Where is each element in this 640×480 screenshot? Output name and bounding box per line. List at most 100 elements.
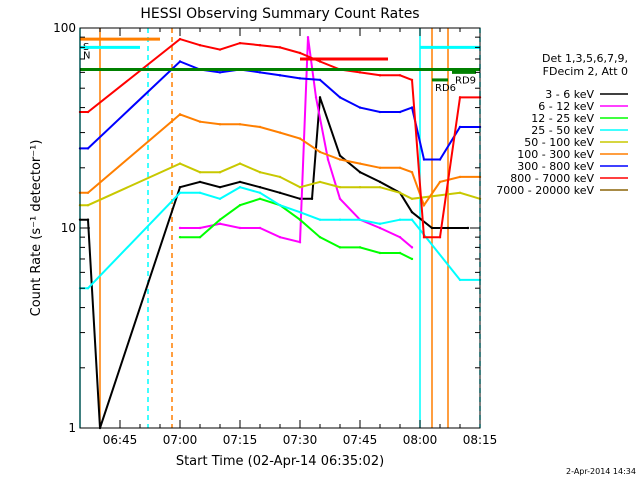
data-point	[318, 180, 322, 184]
x-tick-label: 08:15	[463, 433, 498, 447]
legend-label: 3 - 6 keV	[545, 88, 594, 101]
x-tick-label: 08:00	[403, 433, 438, 447]
data-point	[310, 197, 314, 200]
data-point	[410, 218, 414, 221]
data-point	[318, 96, 322, 99]
data-point	[86, 147, 90, 150]
x-axis-label: Start Time (02-Apr-14 06:35:02)	[176, 454, 384, 469]
data-point	[338, 246, 342, 249]
data-point	[458, 125, 462, 129]
data-point	[198, 44, 202, 47]
data-point	[178, 113, 182, 116]
data-point	[218, 197, 222, 200]
data-point	[178, 191, 182, 194]
axes: 06:45 07:00 07:15 07:30 07:45 08:00 08:15 1 10 10…	[53, 21, 497, 447]
data-point	[458, 175, 462, 179]
data-point	[218, 123, 222, 126]
x-tick-label: 07:45	[343, 433, 378, 447]
data-point	[298, 77, 302, 80]
data-point	[278, 235, 282, 239]
data-point	[378, 222, 382, 225]
data-point	[178, 162, 182, 165]
data-point	[398, 110, 402, 114]
data-point	[238, 162, 242, 165]
legend-label: 25 - 50 keV	[531, 124, 594, 137]
data-point	[258, 185, 262, 189]
data-point	[238, 180, 242, 184]
data-point	[338, 154, 342, 157]
data-point	[410, 106, 414, 109]
data-point	[410, 257, 414, 261]
data-point	[198, 180, 202, 184]
data-point	[410, 197, 414, 200]
data-point	[318, 150, 322, 154]
data-point	[238, 185, 242, 189]
legend-label: 50 - 100 keV	[524, 136, 594, 149]
data-point	[298, 218, 302, 221]
data-point	[438, 235, 442, 239]
data-point	[318, 218, 322, 221]
data-point	[318, 60, 322, 63]
data-point	[422, 235, 426, 239]
data-point	[298, 185, 302, 189]
legend-label: 7000 - 20000 keV	[496, 184, 594, 197]
data-point	[338, 158, 342, 161]
legend-label: 100 - 300 keV	[517, 148, 594, 161]
data-point	[458, 278, 462, 282]
data-point	[446, 226, 450, 230]
data-point	[218, 185, 222, 189]
flag-label: RD9	[455, 75, 476, 86]
data-point	[218, 218, 222, 221]
data-point	[258, 191, 262, 194]
data-point	[218, 171, 222, 174]
data-point	[218, 48, 222, 51]
data-point	[422, 158, 426, 161]
data-point	[398, 218, 402, 221]
data-point	[378, 185, 382, 189]
data-point	[338, 197, 342, 200]
y-tick-label: 1	[68, 421, 76, 435]
data-point	[238, 123, 242, 126]
data-point	[438, 158, 442, 161]
legend-label: 800 - 7000 keV	[510, 172, 594, 185]
data-point	[398, 166, 402, 169]
data-point	[398, 74, 402, 77]
data-point	[86, 191, 90, 194]
plot-area: SNRD6RD9	[78, 28, 482, 430]
series-line-2	[180, 197, 413, 260]
data-point	[438, 180, 442, 184]
chart-title: HESSI Observing Summary Count Rates	[140, 6, 419, 22]
x-tick-label: 07:00	[163, 433, 198, 447]
data-point	[306, 35, 310, 39]
data-point	[358, 71, 362, 74]
data-point	[198, 235, 202, 239]
data-point	[258, 197, 262, 200]
y-tick-label: 100	[53, 21, 76, 35]
data-point	[458, 191, 462, 194]
flag-label: N	[83, 50, 90, 61]
data-point	[358, 246, 362, 249]
data-point	[178, 37, 182, 41]
render-timestamp: 2-Apr-2014 14:34	[566, 467, 636, 476]
data-point	[238, 226, 242, 230]
data-point	[378, 251, 382, 255]
data-point	[278, 74, 282, 77]
data-point	[258, 71, 262, 74]
data-point	[86, 204, 90, 207]
data-point	[178, 226, 182, 230]
legend-header: Det 1,3,5,6,7,9,	[542, 52, 628, 65]
data-point	[178, 60, 182, 63]
data-point	[358, 162, 362, 165]
legend-header: FDecim 2, Att 0	[543, 65, 628, 78]
data-point	[378, 110, 382, 114]
y-axis-label: Count Rate (s⁻¹ detector⁻¹)	[29, 140, 44, 317]
legend-label: 300 - 800 keV	[517, 160, 594, 173]
data-point	[238, 204, 242, 207]
data-point	[458, 96, 462, 99]
data-point	[258, 226, 262, 230]
series-line-0	[80, 97, 468, 429]
data-point	[410, 246, 414, 249]
data-point	[318, 78, 322, 82]
data-point	[358, 185, 362, 189]
data-point	[86, 287, 90, 290]
